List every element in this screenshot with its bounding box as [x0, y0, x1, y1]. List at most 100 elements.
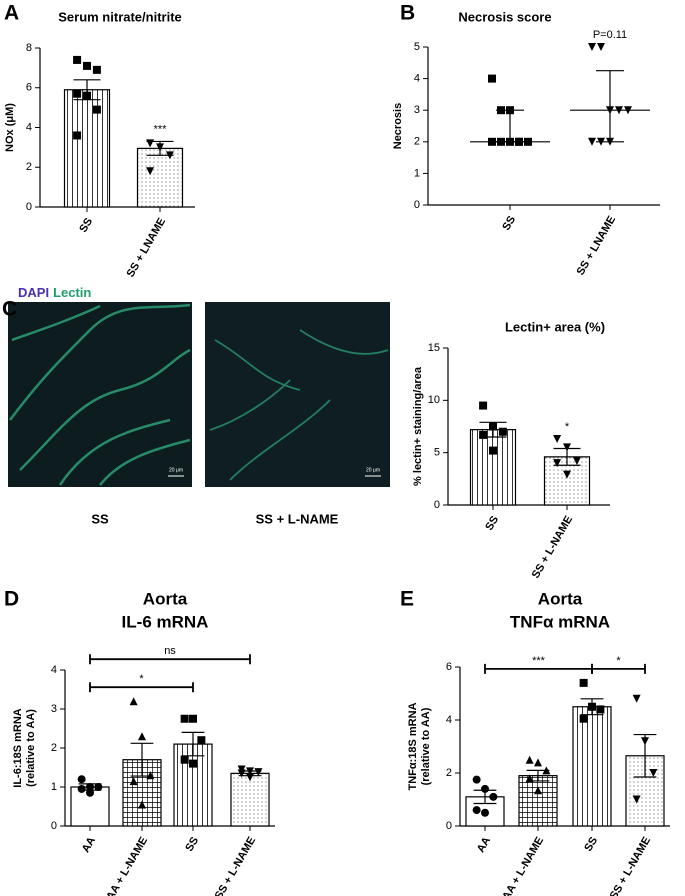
significance-label: ns	[164, 645, 176, 657]
x-tick-label: AA + L-NAME	[500, 835, 546, 896]
y-tick-label: 3	[414, 104, 420, 116]
point	[197, 736, 206, 745]
y-tick-label: 0	[414, 199, 420, 211]
chart-title: Aorta	[538, 589, 583, 608]
point	[641, 737, 649, 746]
point	[146, 771, 155, 780]
point	[246, 767, 254, 776]
bar	[136, 147, 184, 208]
point	[83, 61, 91, 70]
point	[588, 137, 596, 146]
y-tick-label: 10	[428, 394, 440, 406]
panel-letter: B	[400, 2, 415, 25]
y-axis-label: (relative to AA)	[25, 709, 37, 787]
point	[86, 783, 94, 791]
y-tick-label: 5	[414, 41, 420, 53]
bar	[469, 429, 517, 506]
image-label: SS	[91, 511, 109, 526]
y-tick-label: 5	[434, 447, 440, 459]
point	[632, 795, 641, 804]
point	[524, 137, 532, 146]
panel: D Aorta IL-6 mRNA IL-6:18S mRNA (relative to…	[4, 588, 275, 896]
y-tick-label: 0	[26, 201, 32, 213]
y-tick-label: 6	[446, 661, 452, 673]
chart-title: Aorta	[143, 589, 188, 608]
significance-label: *	[139, 673, 144, 685]
y-axis-label: % lectin+ staining/area	[412, 366, 424, 486]
stain-label: Lectin	[53, 285, 91, 300]
annotation: ***	[154, 123, 168, 135]
point	[534, 758, 542, 767]
y-tick-label: 15	[428, 342, 440, 354]
point	[481, 808, 489, 817]
point	[534, 786, 542, 795]
point	[489, 792, 498, 801]
point	[489, 446, 497, 455]
annotation: *	[565, 421, 570, 433]
point	[92, 65, 101, 74]
x-tick-label: SS	[77, 216, 95, 235]
x-tick-label: SS	[582, 835, 600, 854]
x-tick-label: SS	[500, 214, 518, 233]
x-tick-label: SS + LNAME	[125, 216, 169, 279]
point	[506, 137, 514, 146]
bracket	[89, 654, 251, 665]
x-tick-label: SS + LNAME	[575, 214, 619, 277]
y-tick-label: 3	[51, 703, 57, 715]
point	[597, 43, 605, 51]
point	[597, 137, 605, 146]
panel-letter: D	[4, 588, 19, 611]
y-tick-label: 4	[446, 714, 452, 726]
point	[479, 430, 488, 439]
y-axis-label: TNFα:18S mRNA	[407, 702, 419, 790]
point	[73, 131, 82, 140]
y-axis-label: NOx (μM)	[4, 103, 16, 152]
point	[542, 766, 551, 775]
image-label: SS + L-NAME	[256, 511, 339, 526]
bar	[173, 743, 213, 827]
point	[497, 137, 505, 146]
y-tick-label: 4	[414, 73, 420, 85]
point	[481, 784, 489, 793]
x-tick-label: AA	[475, 835, 493, 855]
point	[606, 106, 614, 115]
y-tick-label: 1	[414, 167, 420, 179]
y-tick-label: 0	[51, 820, 57, 832]
x-tick-label: SS	[183, 835, 201, 854]
point	[94, 783, 103, 791]
bar	[572, 706, 612, 827]
point	[588, 702, 596, 711]
point	[553, 459, 562, 468]
stain-label: DAPI	[18, 285, 49, 300]
panel: B Necrosis score Necrosis 0 1 2 3 4 5 SS SS + LNAM…	[392, 2, 660, 277]
point	[624, 106, 632, 115]
x-tick-label: AA + L-NAME	[104, 835, 150, 896]
point	[553, 435, 562, 444]
point	[156, 143, 164, 152]
point	[165, 151, 174, 160]
range-bar	[496, 109, 524, 143]
point	[497, 106, 505, 115]
point	[563, 443, 571, 452]
x-tick-label: SS	[483, 514, 501, 533]
significance-label: ***	[532, 655, 546, 667]
point	[254, 768, 263, 777]
point	[588, 43, 596, 51]
point	[572, 457, 581, 466]
point	[146, 167, 155, 176]
point	[86, 788, 94, 797]
point	[73, 55, 82, 64]
point	[77, 775, 86, 784]
point	[579, 678, 588, 687]
point	[189, 714, 197, 723]
point	[129, 777, 138, 786]
y-tick-label: 0	[434, 499, 440, 511]
y-tick-label: 2	[414, 136, 420, 148]
point	[246, 773, 254, 782]
stain-legend: DAPI Lectin	[18, 285, 91, 300]
bracket	[89, 682, 194, 693]
x-tick-label: SS + L-NAME	[608, 835, 653, 896]
point	[189, 759, 197, 768]
point	[237, 769, 246, 778]
panel-letter: E	[400, 588, 414, 611]
